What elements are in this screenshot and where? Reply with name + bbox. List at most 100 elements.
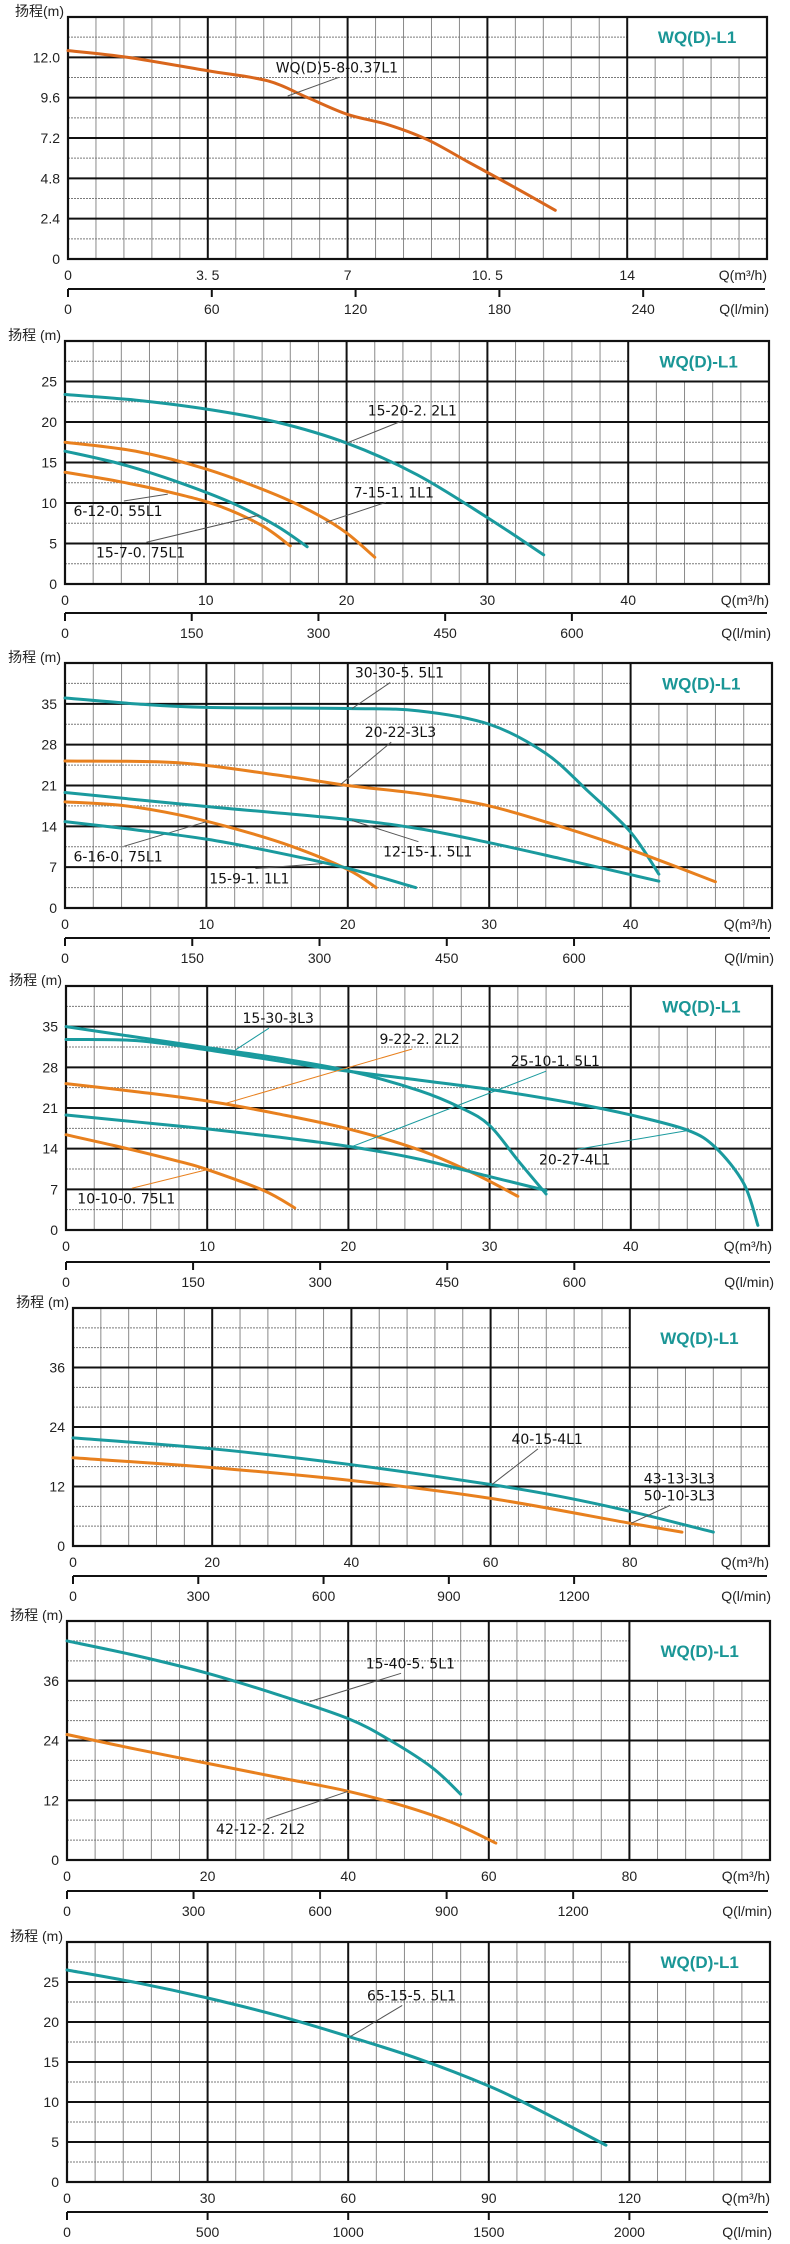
- title-box: [631, 664, 771, 703]
- series-curve-5: [63, 820, 418, 890]
- x2-tick-label: 0: [61, 625, 69, 641]
- y-tick-label: 15: [43, 2054, 59, 2070]
- series-label: WQ(D)5-8-0.37L1: [276, 60, 398, 76]
- x-tick-label: 0: [63, 2190, 71, 2206]
- chart-title: WQ(D)-L1: [661, 1642, 739, 1661]
- series-curve-1: [65, 1639, 463, 1796]
- y-tick-label: 12.0: [33, 49, 60, 65]
- y-tick-label: 7.2: [41, 130, 61, 146]
- x2-axis-label: Q(l/min): [724, 1274, 774, 1290]
- series-label: 15-30-3L3: [243, 1011, 314, 1027]
- y-tick-label: 10: [41, 495, 57, 511]
- x-tick-label: 90: [481, 2190, 497, 2206]
- y-tick-label: 0: [49, 576, 57, 592]
- x-tick-label: 60: [481, 1868, 497, 1884]
- x-tick-label: 30: [482, 1238, 498, 1254]
- x2-tick-label: 150: [181, 950, 205, 966]
- y-tick-label: 24: [49, 1419, 65, 1435]
- x-axis-label: Q(m³/h): [721, 592, 769, 608]
- x2-tick-label: 450: [436, 1274, 460, 1290]
- leader-line: [350, 2004, 403, 2037]
- y-tick-label: 15: [41, 455, 57, 471]
- x2-tick-label: 300: [308, 950, 332, 966]
- series-label: 65-15-5. 5L1: [367, 1988, 456, 2004]
- x-tick-label: 20: [339, 592, 355, 608]
- x-tick-label: 20: [341, 1238, 357, 1254]
- y-tick-label: 14: [42, 1141, 58, 1157]
- x-tick-label: 0: [63, 1868, 71, 1884]
- chart-panel-5: WQ(D)-L1 扬程 (m) 0 12 24 36 0 20 40 60 80 Q(m³/h) 0 30…: [16, 1294, 771, 1604]
- series-label: 40-15-4L1: [511, 1432, 582, 1448]
- x2-tick-label: 0: [61, 950, 69, 966]
- x2-tick-label: 1500: [473, 2224, 504, 2240]
- y-axis-label: 扬程 (m): [8, 649, 61, 665]
- x2-axis-label: Q(l/min): [719, 301, 769, 317]
- x-tick-label: 0: [61, 592, 69, 608]
- series-curve-3: [63, 791, 661, 883]
- y-tick-label: 25: [43, 1974, 59, 1990]
- x2-tick-label: 0: [63, 1903, 71, 1919]
- x2-tick-label: 500: [196, 2224, 220, 2240]
- chart-title: WQ(D)-L1: [662, 674, 740, 693]
- chart-panel-2: WQ(D)-L1 扬程 (m) 0 5 10 15 20 25 0 10 20 30 40 Q(m³/h)…: [8, 327, 771, 641]
- y-axis-label: 扬程 (m): [10, 1607, 63, 1623]
- series-curve-2: [63, 759, 717, 884]
- title-box: [630, 1622, 769, 1680]
- x2-tick-label: 0: [69, 1588, 77, 1604]
- y-tick-label: 36: [49, 1360, 65, 1376]
- x2-tick-label: 300: [308, 1274, 332, 1290]
- y-tick-label: 7: [49, 859, 57, 875]
- x-tick-label: 30: [200, 2190, 216, 2206]
- plot-frame: [66, 15, 769, 261]
- x2-axis-label: Q(l/min): [721, 625, 771, 641]
- x2-tick-label: 900: [435, 1903, 459, 1919]
- leader-line: [351, 682, 391, 709]
- y-tick-label: 36: [43, 1673, 59, 1689]
- y-tick-label: 28: [42, 1059, 58, 1075]
- x2-tick-label: 1200: [559, 1588, 590, 1604]
- x-tick-label: 40: [623, 916, 639, 932]
- series-label: 6-16-0. 75L1: [73, 849, 162, 865]
- y-tick-label: 5: [51, 2134, 59, 2150]
- series-curve-2: [64, 1037, 760, 1227]
- x-tick-label: 30: [481, 916, 497, 932]
- y-tick-label: 24: [43, 1733, 59, 1749]
- x2-axis-label: Q(l/min): [724, 950, 774, 966]
- series-label: 9-22-2. 2L2: [379, 1032, 459, 1048]
- x-tick-label: 120: [618, 2190, 642, 2206]
- series-label: 30-30-5. 5L1: [355, 666, 444, 682]
- y-tick-label: 0: [52, 251, 60, 267]
- leader-line: [131, 1169, 208, 1189]
- series-curve-1: [63, 392, 546, 557]
- chart-panel-1: WQ(D)-L1 扬程(m) 0 2.4 4.8 7.2 9.6 12.0 0 3. 5 7 10. …: [15, 3, 769, 317]
- series-label: 7-15-1. 1L1: [354, 485, 434, 501]
- x-tick-label: 20: [204, 1554, 220, 1570]
- x-tick-label: 30: [480, 592, 496, 608]
- plot-frame: [63, 661, 774, 910]
- y-tick-label: 28: [41, 737, 57, 753]
- plot-frame: [71, 1306, 771, 1548]
- x-tick-label: 20: [200, 1868, 216, 1884]
- leader-line: [287, 76, 339, 97]
- series-label: 15-40-5. 5L1: [366, 1656, 455, 1672]
- x-tick-label: 0: [61, 916, 69, 932]
- x-tick-label: 80: [622, 1554, 638, 1570]
- x2-tick-label: 60: [204, 301, 220, 317]
- y-tick-label: 21: [42, 1100, 58, 1116]
- series-curve-2: [63, 440, 377, 559]
- x-axis-label: Q(m³/h): [722, 2190, 770, 2206]
- y-tick-label: 5: [49, 536, 57, 552]
- x2-tick-label: 600: [312, 1588, 336, 1604]
- chart-panel-7: WQ(D)-L1 扬程 (m) 0 5 10 15 20 25 0 30 60 90 120 Q(m³/h…: [10, 1928, 772, 2240]
- x-axis-label: Q(m³/h): [724, 1238, 772, 1254]
- x-tick-label: 0: [62, 1238, 70, 1254]
- series-label: 15-7-0. 75L1: [96, 545, 185, 561]
- x2-tick-label: 0: [63, 2224, 71, 2240]
- series-label: 10-10-0. 75L1: [77, 1191, 175, 1207]
- x2-axis-label: Q(l/min): [721, 1588, 771, 1604]
- leader-line: [325, 501, 387, 523]
- y-tick-label: 10: [43, 2094, 59, 2110]
- y-axis-label: 扬程 (m): [16, 1294, 69, 1310]
- y-tick-label: 12: [49, 1479, 65, 1495]
- x2-tick-label: 2000: [614, 2224, 645, 2240]
